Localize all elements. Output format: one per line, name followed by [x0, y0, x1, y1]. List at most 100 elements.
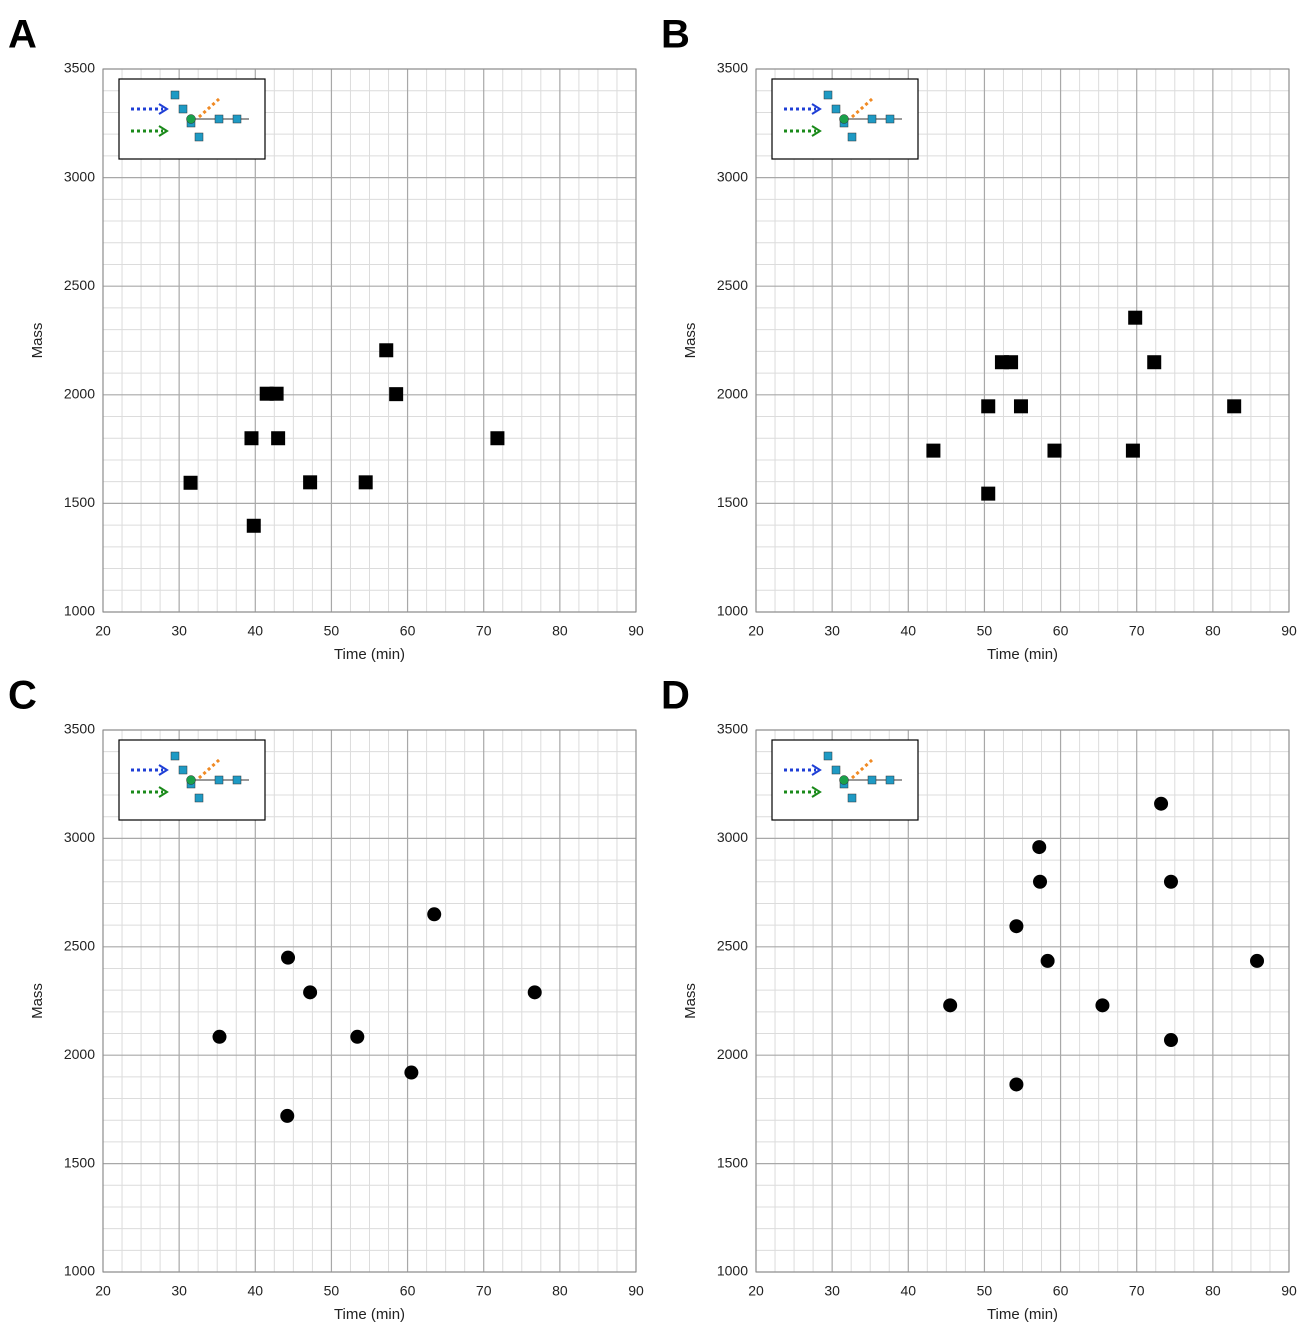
- x-tick-label: 60: [400, 623, 416, 639]
- data-point: [1163, 1033, 1178, 1048]
- plot-frame: [755, 68, 1290, 613]
- legend-glycan: [186, 775, 196, 785]
- legend-glycan: [867, 775, 877, 785]
- data-point: [943, 998, 958, 1013]
- x-tick-label: 90: [628, 623, 644, 639]
- y-tick-label: 1500: [64, 1154, 95, 1170]
- legend-glycan: [885, 114, 895, 124]
- legend-glycan: [885, 775, 895, 785]
- y-tick-label: 3500: [64, 721, 95, 737]
- y-tick-label: 3500: [64, 60, 95, 76]
- x-tick-label: 80: [552, 1283, 568, 1299]
- data-point: [1013, 399, 1028, 414]
- y-tick-label: 3500: [717, 721, 748, 737]
- data-point: [271, 431, 286, 446]
- data-point: [1128, 310, 1143, 325]
- panel-label: B: [661, 13, 690, 57]
- x-tick-label: 50: [977, 1283, 993, 1299]
- x-tick-label: 50: [324, 623, 340, 639]
- data-point: [1009, 1077, 1024, 1092]
- y-tick-label: 3000: [717, 168, 748, 184]
- data-point: [1040, 953, 1055, 968]
- x-tick-label: 40: [900, 623, 916, 639]
- x-tick-label: 90: [1281, 1283, 1297, 1299]
- x-tick-label: 30: [171, 623, 187, 639]
- x-axis-title: Time (min): [987, 1306, 1058, 1323]
- data-point: [1009, 919, 1024, 934]
- legend-arrow: [850, 758, 874, 780]
- y-axis-title: Mass: [29, 983, 46, 1019]
- x-tick-label: 80: [1205, 623, 1221, 639]
- data-point: [1250, 953, 1265, 968]
- y-tick-label: 2000: [64, 1046, 95, 1062]
- plot-frame: [755, 729, 1290, 1273]
- data-point: [981, 486, 996, 501]
- x-tick-label: 50: [977, 623, 993, 639]
- legend-arrowhead: [811, 125, 822, 137]
- legend-arrowhead: [158, 125, 169, 137]
- y-tick-label: 1500: [717, 1154, 748, 1170]
- data-point: [379, 343, 394, 358]
- data-point: [1004, 355, 1019, 370]
- x-tick-label: 30: [824, 1283, 840, 1299]
- data-point: [1147, 355, 1162, 370]
- y-tick-label: 3500: [717, 60, 748, 76]
- y-tick-label: 2500: [717, 277, 748, 293]
- panel: 20 30 40 50 60 70 80 90 1000 1500 2000 2500 3000 3500…: [661, 13, 1297, 663]
- legend-glycan: [839, 775, 849, 785]
- legend-glycan: [170, 90, 180, 100]
- x-tick-label: 80: [1205, 1283, 1221, 1299]
- x-tick-label: 50: [324, 1283, 340, 1299]
- y-tick-label: 2500: [64, 938, 95, 954]
- data-point: [1125, 443, 1140, 458]
- y-tick-label: 1500: [717, 494, 748, 510]
- legend-glycan: [194, 793, 204, 803]
- panel-label: C: [8, 674, 37, 718]
- legend-glycan: [232, 114, 242, 124]
- data-point: [269, 386, 284, 401]
- plot-frame: [102, 729, 637, 1273]
- legend-arrow: [197, 758, 221, 780]
- legend-arrowhead: [158, 786, 169, 798]
- legend-glycan: [170, 751, 180, 761]
- data-point: [490, 431, 505, 446]
- data-point: [246, 518, 261, 533]
- x-tick-label: 20: [95, 1283, 111, 1299]
- x-axis-title: Time (min): [987, 646, 1058, 663]
- legend-arrowhead: [158, 764, 169, 776]
- panel: 20 30 40 50 60 70 80 90 1000 1500 2000 2500 3000 3500…: [661, 674, 1297, 1323]
- x-tick-label: 70: [1129, 1283, 1145, 1299]
- y-axis-title: Mass: [682, 323, 699, 359]
- legend-glycan: [194, 132, 204, 142]
- data-point: [1032, 840, 1047, 855]
- legend-arrowhead: [811, 786, 822, 798]
- data-point: [281, 950, 296, 965]
- x-tick-label: 90: [1281, 623, 1297, 639]
- y-tick-label: 2500: [717, 938, 748, 954]
- x-tick-label: 70: [476, 623, 492, 639]
- data-point: [358, 475, 373, 490]
- y-axis-title: Mass: [29, 323, 46, 359]
- data-point: [527, 985, 542, 1000]
- x-axis-title: Time (min): [334, 1306, 405, 1323]
- legend-arrowhead: [158, 103, 169, 115]
- plot-frame: [102, 68, 637, 613]
- y-tick-label: 1000: [717, 1263, 748, 1279]
- panel: 20 30 40 50 60 70 80 90 1000 1500 2000 2500 3000 3500…: [8, 13, 644, 663]
- legend-glycan: [178, 104, 188, 114]
- y-tick-label: 1000: [64, 1263, 95, 1279]
- data-point: [981, 399, 996, 414]
- legend-glycan: [831, 765, 841, 775]
- legend-arrow: [850, 97, 874, 119]
- legend-glycan: [847, 793, 857, 803]
- x-tick-label: 30: [824, 623, 840, 639]
- y-tick-label: 2000: [717, 1046, 748, 1062]
- y-tick-label: 3000: [64, 168, 95, 184]
- legend-glycan: [186, 114, 196, 124]
- data-point: [1033, 874, 1048, 889]
- data-point: [1154, 796, 1169, 811]
- x-tick-label: 40: [247, 1283, 263, 1299]
- y-tick-label: 1000: [717, 603, 748, 619]
- legend-arrow: [197, 97, 221, 119]
- data-point: [1095, 998, 1110, 1013]
